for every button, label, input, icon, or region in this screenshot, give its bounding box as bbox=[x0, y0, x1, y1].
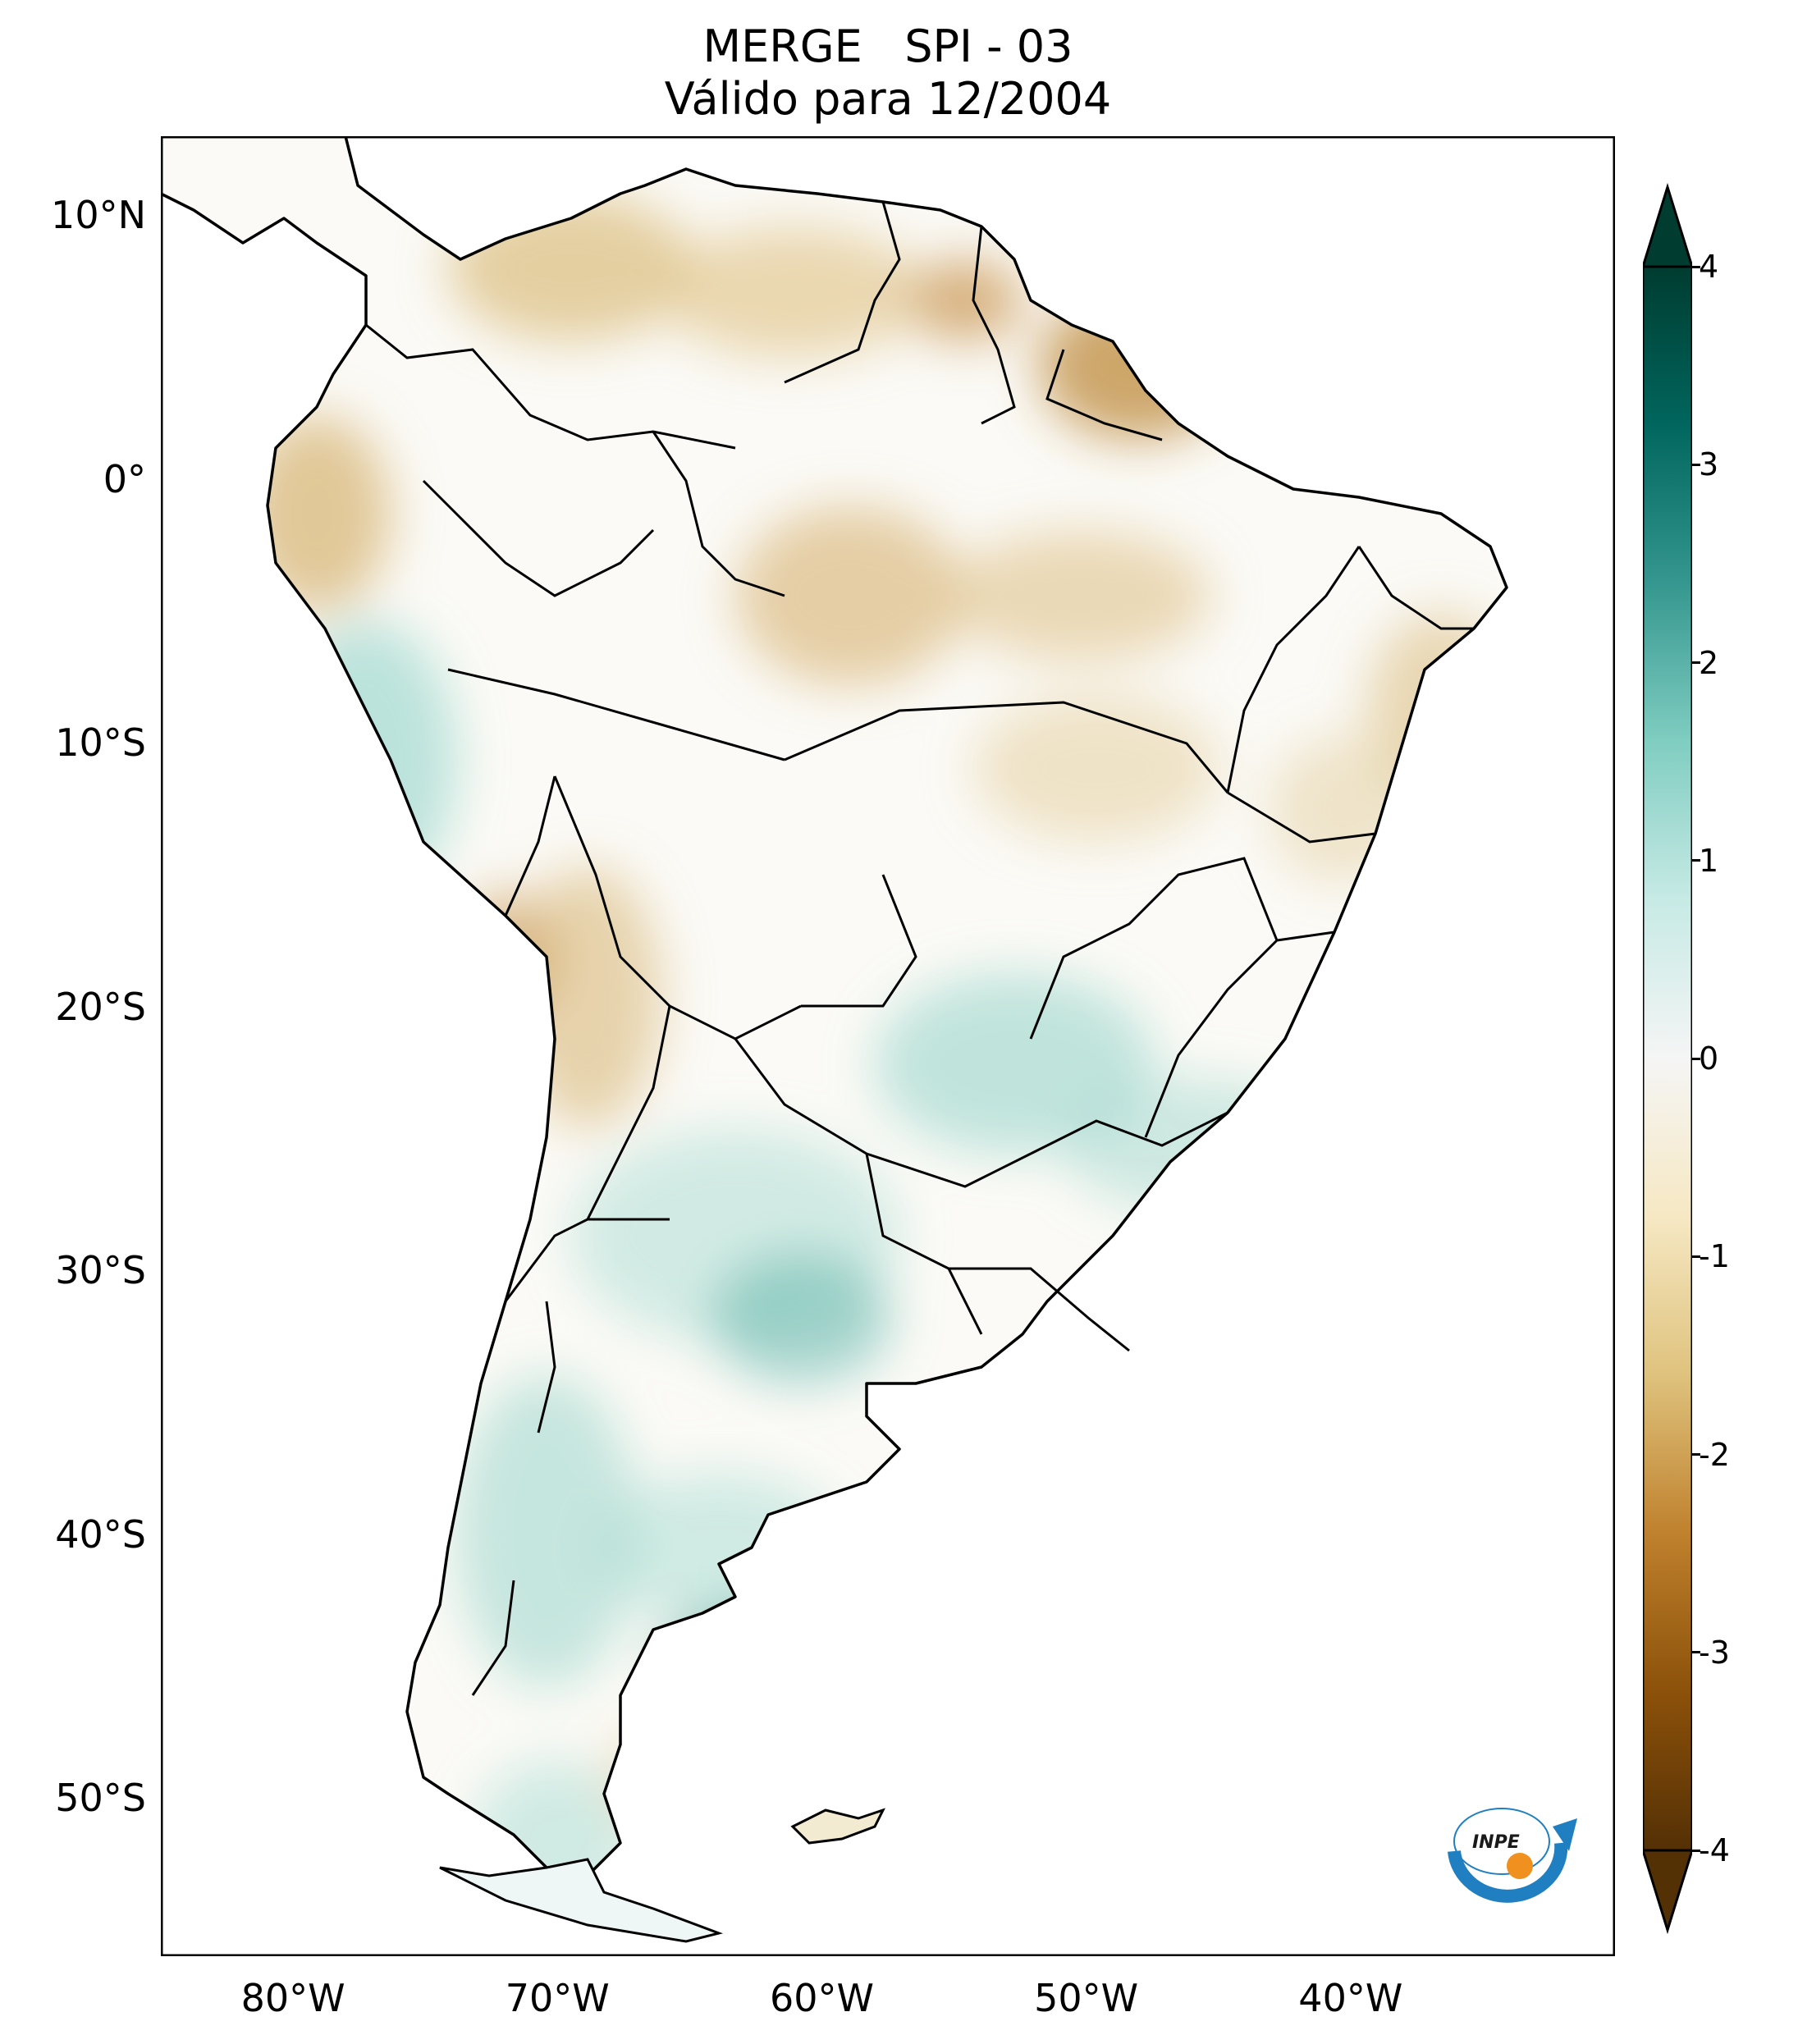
inpe-logo: INPE bbox=[1448, 1808, 1577, 1903]
map-title: MERGE SPI - 03 bbox=[702, 21, 1073, 72]
colorbar-extend-top bbox=[1643, 182, 1692, 268]
colorbar-tick-mark bbox=[1692, 859, 1700, 862]
lat-tick-label: 30°S bbox=[55, 1248, 146, 1293]
tierra-del-fuego bbox=[439, 1858, 724, 1943]
lon-tick-label: 50°W bbox=[1034, 1976, 1139, 2020]
lat-tick-label: 10°N bbox=[51, 193, 146, 238]
lon-tick-label: 40°W bbox=[1298, 1976, 1403, 2020]
lat-tick-label: 0° bbox=[103, 456, 146, 501]
lat-tick-label: 10°S bbox=[55, 720, 146, 766]
colorbar-tick-label: -2 bbox=[1699, 1436, 1730, 1473]
colorbar-tick-mark bbox=[1692, 463, 1700, 466]
colorbar-tick-label: -3 bbox=[1699, 1634, 1730, 1671]
map-plot-area bbox=[161, 136, 1615, 1956]
lon-tick-label: 60°W bbox=[769, 1976, 874, 2020]
colorbar-tick-mark bbox=[1692, 1255, 1700, 1258]
colorbar-tick-mark bbox=[1692, 265, 1700, 268]
colorbar-tick-label: 1 bbox=[1699, 842, 1719, 879]
colorbar-body bbox=[1643, 265, 1692, 1852]
colorbar-tick-label: -4 bbox=[1699, 1832, 1730, 1868]
colorbar-tick-mark bbox=[1692, 1651, 1700, 1654]
colorbar-tick-label: 2 bbox=[1699, 644, 1719, 681]
colorbar-tick-mark bbox=[1692, 1057, 1700, 1060]
colorbar-extend-bottom bbox=[1643, 1849, 1692, 1935]
colorbar-tick-label: 4 bbox=[1699, 249, 1719, 285]
falkland-islands bbox=[790, 1808, 885, 1845]
country-borders bbox=[365, 201, 1474, 1696]
colorbar bbox=[1643, 182, 1692, 1935]
map-frame-border bbox=[161, 136, 1615, 1956]
inpe-logo-text: INPE bbox=[1472, 1832, 1520, 1853]
lat-tick-label: 40°S bbox=[55, 1511, 146, 1557]
colorbar-tick-mark bbox=[1692, 1849, 1700, 1852]
coastline bbox=[161, 136, 1508, 1877]
colorbar-tick-label: -1 bbox=[1699, 1238, 1730, 1275]
map-subtitle: Válido para 12/2004 bbox=[664, 73, 1112, 125]
lat-tick-label: 50°S bbox=[55, 1776, 146, 1821]
colorbar-tick-label: 3 bbox=[1699, 446, 1719, 483]
colorbar-tick-mark bbox=[1692, 1453, 1700, 1456]
lon-tick-label: 70°W bbox=[505, 1976, 610, 2020]
colorbar-tick-mark bbox=[1692, 661, 1700, 664]
lat-tick-label: 20°S bbox=[55, 984, 146, 1029]
colorbar-tick-label: 0 bbox=[1699, 1040, 1719, 1077]
lon-tick-label: 80°W bbox=[240, 1976, 345, 2020]
